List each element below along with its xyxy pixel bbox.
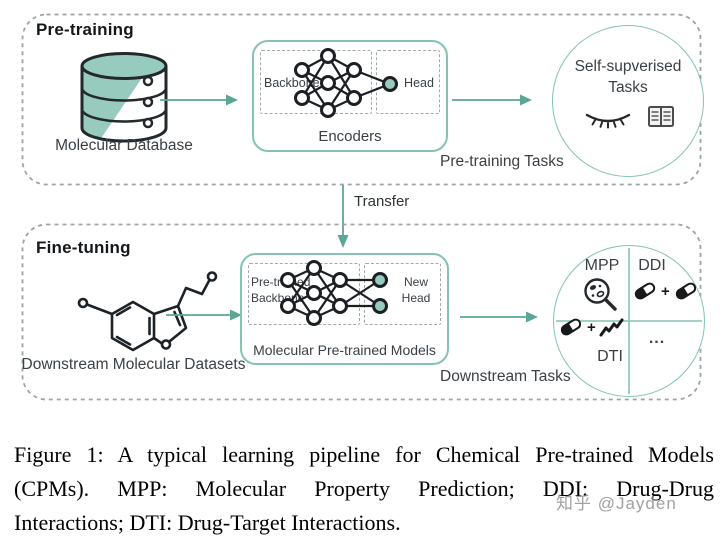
molecular-database-label: Molecular Database [55,137,193,154]
new-head-label: New Head [401,275,431,305]
watermark: 知乎 @Jayden [556,494,677,513]
encoder-network-icon [294,48,398,118]
finetuning-title: Fine-tuning [36,238,131,257]
plus-sign: + [587,318,596,336]
arrow-encoders-to-tasks [452,94,532,106]
dti-icons: + [558,316,625,338]
caption-line-1: Figure 1: A typical learning pipeline fo… [14,442,714,467]
capsule-icon [634,282,656,300]
downstream-tasks-circle: MPP DDI + [553,245,705,397]
capsule-icon [560,318,582,336]
molecule-icon [77,271,218,352]
pretraining-title: Pre-training [36,20,134,39]
head-dashed-box [376,50,440,114]
protein-squiggle-icon [599,318,624,337]
backbone-dashed-box [260,50,372,114]
ddi-label: DDI [638,257,666,274]
more-tasks-label: ... [648,330,666,347]
pie-divider-lines [556,248,702,394]
encoders-box: Backbone Head Encoders [252,40,448,152]
arrow-datasets-to-model [166,309,242,321]
mpp-label: MPP [584,257,620,274]
pretrained-network-icon [280,260,388,326]
new-head-dashed-box [364,263,441,325]
transfer-arrow [337,185,349,248]
arrow-model-to-tasks [460,311,538,323]
plus-sign: + [661,282,670,300]
dti-label: DTI [597,348,623,365]
self-supervised-line1: Self-supverised [574,58,682,75]
capsule-icon [675,282,696,300]
figure-caption: Figure 1: A typical learning pipeline fo… [14,438,714,536]
self-supervised-line2: Tasks [608,79,648,96]
pretraining-tasks-label: Pre-training Tasks [440,153,564,170]
molecular-database-icon [80,52,168,143]
magnifier-icon [584,278,617,311]
head-label: Head [404,76,434,90]
downstream-tasks-label: Downstream Tasks [440,368,571,385]
downstream-datasets-label: Downstream Molecular Datasets [21,356,246,373]
pretrained-models-caption: Molecular Pre-trained Models [253,342,436,358]
caption-line-2: (CPMs). MPP: Molecular Property Predicti… [14,476,714,501]
caption-line-3: Interactions; DTI: Drug-Target Interacti… [14,510,401,535]
arrow-database-to-encoders [160,94,238,106]
self-supervised-tasks-circle: Self-supverised Tasks [552,25,704,177]
backbone-label: Backbone [264,76,320,90]
book-icon [648,106,674,127]
transfer-label: Transfer [354,193,410,210]
pretrained-models-box: Pre-trained Backbone New Head [240,253,449,365]
ddi-icons: + [632,282,699,300]
encoders-caption: Encoders [318,128,382,145]
closed-eye-icon [585,113,631,129]
